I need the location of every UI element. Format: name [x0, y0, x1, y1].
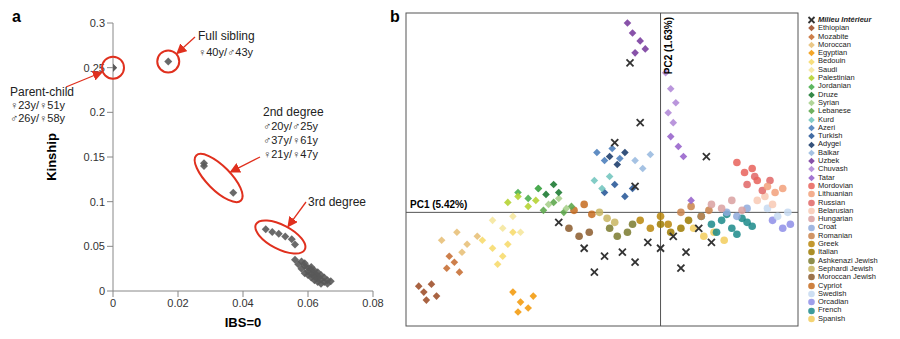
svg-text:0.02: 0.02: [167, 297, 188, 309]
svg-text:♂37y/♀61y: ♂37y/♀61y: [263, 134, 319, 146]
html-text:Moroccan Jewish: Moroccan Jewish: [818, 272, 876, 282]
html-text:Italian: Italian: [818, 247, 838, 257]
svg-text:b: b: [390, 8, 400, 25]
svg-text:PC1 (5.42%): PC1 (5.42%): [410, 199, 467, 210]
svg-text:3rd degree: 3rd degree: [308, 195, 366, 209]
html-text:Jordanian: Jordanian: [818, 81, 851, 91]
html-text:Kurd: Kurd: [818, 114, 834, 124]
html-text:Ashkenazi Jewish: Ashkenazi Jewish: [818, 255, 878, 265]
html-text:French: French: [818, 305, 842, 315]
svg-text:2nd degree: 2nd degree: [263, 105, 324, 119]
svg-text:Kinship: Kinship: [44, 133, 59, 181]
svg-text:♂26y/♀58y: ♂26y/♀58y: [10, 112, 66, 124]
html-text:Spanish: Spanish: [818, 313, 846, 323]
svg-text:0.3: 0.3: [90, 17, 105, 29]
html-text:Romanian: Romanian: [818, 230, 853, 240]
svg-text:Full sibling: Full sibling: [198, 29, 255, 43]
html-text:Balkar: Balkar: [818, 147, 840, 157]
svg-text:Parent-child: Parent-child: [10, 85, 74, 99]
svg-text:PC2 (1.63%): PC2 (1.63%): [663, 17, 674, 74]
svg-text:♀40y/♂43y: ♀40y/♂43y: [198, 46, 254, 58]
svg-text:0: 0: [99, 285, 105, 297]
html-text:Palestinian: Palestinian: [818, 73, 855, 83]
html-text:Chuvash: Chuvash: [818, 164, 848, 174]
html-text:Sephardi Jewish: Sephardi Jewish: [818, 263, 873, 273]
html-text:Lebanese: Lebanese: [818, 106, 851, 116]
html-text:Mordovian: Mordovian: [818, 180, 853, 190]
svg-text:0: 0: [110, 297, 116, 309]
html-text:Bedouin: Bedouin: [818, 56, 846, 66]
html-text:Uzbek: Uzbek: [818, 156, 840, 165]
html-text:Lithuanian: Lithuanian: [818, 189, 853, 199]
html-text:Mozabite: Mozabite: [818, 31, 849, 41]
html-text:Russian: Russian: [818, 197, 846, 207]
svg-text:♀23y/♀51y: ♀23y/♀51y: [10, 99, 66, 111]
svg-text:a: a: [12, 8, 21, 25]
svg-text:0.06: 0.06: [297, 297, 318, 309]
svg-text:0.05: 0.05: [84, 240, 105, 252]
html-text:Turkish: Turkish: [818, 131, 843, 141]
html-text:Milieu Intérieur: Milieu Intérieur: [818, 15, 872, 24]
html-text:Tatar: Tatar: [818, 172, 835, 182]
svg-text:0.2: 0.2: [90, 106, 105, 118]
svg-text:0.1: 0.1: [90, 196, 105, 208]
html-text:Greek: Greek: [818, 239, 839, 248]
svg-text:0.04: 0.04: [232, 297, 253, 309]
svg-text:0.15: 0.15: [84, 151, 105, 163]
html-text:Swedish: Swedish: [818, 288, 847, 298]
html-text:Moroccan: Moroccan: [818, 39, 851, 49]
svg-text:IBS=0: IBS=0: [225, 315, 262, 330]
html-text:Hungarian: Hungarian: [818, 214, 853, 224]
svg-text:♀21y/♀47y: ♀21y/♀47y: [263, 148, 319, 160]
html-text:Orcadian: Orcadian: [818, 297, 849, 307]
svg-text:0.08: 0.08: [362, 297, 383, 309]
html-text:Adygei: Adygei: [818, 139, 841, 149]
html-text:Syrian: Syrian: [818, 98, 840, 107]
html-text:Druze: Druze: [818, 89, 838, 99]
html-text:Saudi: Saudi: [818, 64, 838, 74]
html-text:Belarusian: Belarusian: [818, 205, 854, 215]
html-text:Croat: Croat: [818, 222, 837, 232]
html-text:Egyptian: Egyptian: [818, 48, 848, 58]
svg-text:♂20y/♂25y: ♂20y/♂25y: [263, 120, 319, 132]
svg-text:0.25: 0.25: [84, 62, 105, 74]
html-text:Ethiopian: Ethiopian: [818, 23, 850, 33]
html-text:Cypriot: Cypriot: [818, 280, 842, 290]
html-text:Azeri: Azeri: [818, 122, 836, 132]
